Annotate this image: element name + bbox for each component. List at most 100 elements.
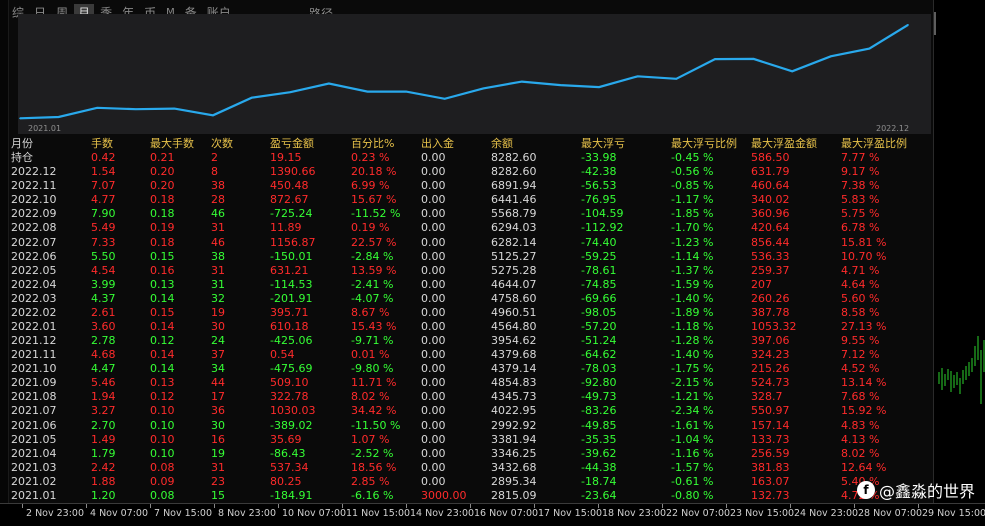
table-cell: -6.16 % [351, 488, 394, 502]
table-row: 2022.09 7.90 0.18 46 -725.24 -11.52 % 0.00 5568… [11, 207, 921, 221]
table-cell: 0.10 [150, 418, 175, 432]
table-cell: 0.00 [421, 165, 446, 179]
table-row: 2021.04 1.79 0.10 19 -86.43 -2.52 % 0.00 3346.2… [11, 447, 921, 461]
table-cell: 4758.60 [491, 291, 537, 305]
table-row: 持仓 0.42 0.21 2 19.15 0.23 % 0.00 8282.60 -33.98 -… [11, 151, 921, 165]
equity-point [598, 86, 600, 88]
table-cell: 1030.03 [270, 404, 316, 418]
table-cell: 6891.94 [491, 179, 537, 193]
table-cell: 0.19 [150, 221, 175, 235]
table-cell: 32 [211, 291, 225, 305]
equity-chart-svg [19, 23, 909, 120]
tab-7[interactable]: M [166, 7, 175, 18]
time-tick [150, 504, 151, 508]
table-cell: 9.17 % [841, 165, 880, 179]
table-cell: 322.78 [270, 390, 309, 404]
table-cell: 2992.92 [491, 418, 537, 432]
table-header: 月份 手数 最大手数 次数 盈亏金额 百分比% 出入金 余额 最大浮亏 最大浮亏比例 最大浮盈金额 最… [11, 137, 921, 151]
table-cell: -69.66 [581, 291, 617, 305]
table-cell: 2021.10 [11, 362, 57, 376]
table-cell: 0.54 [270, 348, 295, 362]
table-row: 2022.10 4.77 0.18 28 872.67 15.67 % 0.00 6441.4… [11, 193, 921, 207]
table-cell: 0.00 [421, 207, 446, 221]
header-cell: 余额 [491, 137, 513, 150]
table-cell: 4.83 % [841, 418, 880, 432]
table-cell: 11.89 [270, 221, 302, 235]
left-strip [0, 0, 9, 503]
header-cell: 最大手数 [150, 137, 194, 150]
table-row: 2022.02 2.61 0.15 19 395.71 8.67 % 0.00 4960.51… [11, 306, 921, 320]
table-cell: 0.23 % [351, 151, 390, 165]
table-cell: 2021.05 [11, 432, 57, 446]
table-cell: -2.52 % [351, 446, 394, 460]
table-cell: 38 [211, 179, 225, 193]
table-cell: 4960.51 [491, 305, 537, 319]
time-label: 17 Nov 15:00 [538, 508, 603, 519]
table-cell: -104.59 [581, 207, 624, 221]
table-cell: 2022.05 [11, 263, 57, 277]
table-cell: -1.17 % [671, 193, 714, 207]
table-cell: -201.91 [270, 291, 313, 305]
table-cell: 0.00 [421, 418, 446, 432]
table-cell: 27.13 % [841, 320, 887, 334]
table-cell: -1.16 % [671, 446, 714, 460]
table-cell: 2021.09 [11, 376, 57, 390]
equity-point [212, 114, 214, 117]
table-cell: 12.64 % [841, 460, 887, 474]
time-label: 10 Nov 07:00 [282, 508, 347, 519]
table-cell: 4644.07 [491, 277, 537, 291]
table-cell: -98.05 [581, 305, 617, 319]
table-cell: -18.74 [581, 474, 617, 488]
table-cell: -33.98 [581, 151, 617, 165]
time-tick [918, 504, 919, 508]
table-row: 2021.08 1.94 0.12 17 322.78 8.02 % 0.00 4345.73… [11, 390, 921, 404]
time-tick [278, 504, 279, 508]
equity-point [675, 78, 678, 80]
table-cell: -1.18 % [671, 320, 714, 334]
table-cell: 0.01 % [351, 348, 390, 362]
time-tick [662, 504, 663, 508]
time-label: 28 Nov 07:00 [858, 508, 923, 519]
table-cell: 0.12 [150, 334, 175, 348]
equity-point [328, 82, 330, 85]
table-cell: 31 [211, 460, 225, 474]
table-cell: -64.62 [581, 348, 617, 362]
table-cell: -78.03 [581, 362, 617, 376]
table-cell: 215.26 [751, 362, 790, 376]
table-cell: 4.54 [91, 263, 116, 277]
watermark-text: @鑫淼的世界 [878, 482, 975, 501]
table-cell: 0.00 [421, 151, 446, 165]
table-cell: 19 [211, 305, 225, 319]
equity-point [791, 70, 793, 73]
table-cell: 0.00 [421, 390, 446, 404]
table-cell: -725.24 [270, 207, 313, 221]
table-cell: 37 [211, 348, 225, 362]
table-cell: 20.18 % [351, 165, 397, 179]
table-cell: 0.00 [421, 460, 446, 474]
table-cell: 2021.06 [11, 418, 57, 432]
table-cell: -1.40 % [671, 348, 714, 362]
table-cell: -0.61 % [671, 474, 714, 488]
table-cell: 13.59 % [351, 263, 397, 277]
table-cell: 8.67 % [351, 305, 390, 319]
table-cell: -23.64 [581, 488, 617, 502]
table-cell: 8 [211, 165, 218, 179]
table-cell: 0.00 [421, 291, 446, 305]
table-cell: 328.7 [751, 390, 783, 404]
equity-point [868, 47, 871, 50]
table-cell: 2022.06 [11, 249, 57, 263]
table-cell: 6294.03 [491, 221, 537, 235]
table-cell: 28 [211, 193, 225, 207]
time-tick [214, 504, 215, 508]
table-cell: 5.50 [91, 249, 116, 263]
table-cell: 872.67 [270, 193, 309, 207]
table-row: 2021.12 2.78 0.12 24 -425.06 -9.71 % 0.00 3954.… [11, 334, 921, 348]
table-cell: 4.71 % [841, 263, 880, 277]
table-cell: 536.33 [751, 249, 790, 263]
table-cell: 0.10 [150, 404, 175, 418]
table-cell: -1.21 % [671, 390, 714, 404]
table-cell: 16 [211, 432, 225, 446]
table-cell: 2022.10 [11, 193, 57, 207]
table-cell: 5.46 [91, 376, 116, 390]
table-cell: 8282.60 [491, 165, 537, 179]
